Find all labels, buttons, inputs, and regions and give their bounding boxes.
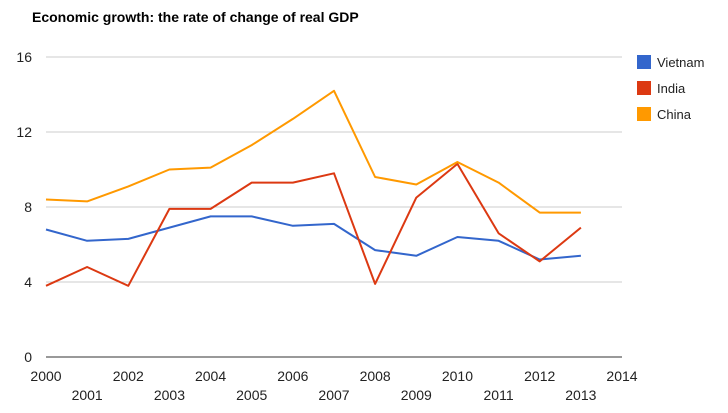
legend-label-india: India	[657, 80, 686, 96]
legend-item-vietnam[interactable]: Vietnam	[637, 54, 705, 70]
data-point-india[interactable]	[537, 258, 543, 264]
x-tick-label: 2010	[442, 368, 473, 384]
data-point-china[interactable]	[84, 198, 90, 204]
series-lines	[43, 88, 584, 289]
series-line-vietnam[interactable]	[45, 215, 581, 261]
x-tick-label: 2014	[606, 368, 637, 384]
data-point-china[interactable]	[578, 210, 584, 216]
data-point-vietnam[interactable]	[413, 253, 419, 259]
data-point-india[interactable]	[84, 264, 90, 270]
data-point-china[interactable]	[290, 116, 296, 122]
data-point-vietnam[interactable]	[496, 238, 502, 244]
data-point-china[interactable]	[125, 183, 131, 189]
x-tick-label: 2005	[236, 387, 267, 403]
legend-label-vietnam: Vietnam	[657, 54, 705, 70]
legend-item-china[interactable]: China	[637, 106, 704, 122]
data-point-vietnam[interactable]	[166, 225, 172, 231]
data-point-china[interactable]	[331, 88, 337, 94]
y-tick-label: 16	[16, 49, 32, 65]
data-point-vietnam[interactable]	[331, 221, 337, 227]
x-tick-label: 2000	[30, 368, 61, 384]
y-tick-label: 0	[24, 349, 32, 365]
data-point-vietnam[interactable]	[578, 253, 584, 259]
data-point-india[interactable]	[249, 180, 255, 186]
data-point-china[interactable]	[413, 182, 419, 188]
y-tick-label: 4	[24, 274, 32, 290]
legend-swatch-vietnam	[637, 55, 651, 69]
data-point-vietnam[interactable]	[454, 234, 460, 240]
x-tick-label: 2009	[401, 387, 432, 403]
x-tick-label: 2006	[277, 368, 308, 384]
data-point-china[interactable]	[43, 197, 49, 203]
x-tick-label: 2002	[113, 368, 144, 384]
data-point-india[interactable]	[290, 180, 296, 186]
data-point-india[interactable]	[372, 281, 378, 287]
data-point-vietnam[interactable]	[290, 223, 296, 229]
legend-swatch-china	[637, 107, 651, 121]
data-point-vietnam[interactable]	[208, 213, 214, 219]
data-point-vietnam[interactable]	[125, 236, 131, 242]
chart-title: Economic growth: the rate of change of r…	[32, 9, 359, 25]
data-point-india[interactable]	[208, 206, 214, 212]
data-point-china[interactable]	[537, 210, 543, 216]
x-tick-label: 2001	[72, 387, 103, 403]
x-tick-label: 2011	[484, 387, 514, 403]
gridlines	[46, 56, 622, 358]
data-point-india[interactable]	[43, 283, 49, 289]
data-point-china[interactable]	[166, 167, 172, 173]
x-tick-label: 2012	[524, 368, 555, 384]
data-point-india[interactable]	[578, 225, 584, 231]
x-tick-label: 2004	[195, 368, 226, 384]
data-point-china[interactable]	[454, 159, 460, 165]
data-point-india[interactable]	[413, 195, 419, 201]
data-point-india[interactable]	[331, 170, 337, 176]
y-tick-label: 12	[16, 124, 32, 140]
x-tick-label: 2008	[360, 368, 391, 384]
legend-item-india[interactable]: India	[637, 80, 704, 96]
legend-swatch-india	[637, 81, 651, 95]
x-tick-label: 2007	[318, 387, 349, 403]
legend: Vietnam India China	[637, 55, 704, 133]
series-line-china[interactable]	[45, 89, 581, 214]
data-point-vietnam[interactable]	[372, 247, 378, 253]
data-point-vietnam[interactable]	[249, 213, 255, 219]
data-point-vietnam[interactable]	[84, 238, 90, 244]
data-point-china[interactable]	[208, 165, 214, 171]
y-tick-label: 8	[24, 199, 32, 215]
data-point-india[interactable]	[496, 230, 502, 236]
legend-label-china: China	[657, 106, 691, 122]
data-point-india[interactable]	[125, 283, 131, 289]
data-point-india[interactable]	[166, 206, 172, 212]
data-point-china[interactable]	[249, 142, 255, 148]
x-axis-ticks: 2000 2001 2002 2003 2004 2005 2006 2007 2008 2009…	[30, 368, 637, 403]
data-point-china[interactable]	[496, 180, 502, 186]
x-tick-label: 2003	[154, 387, 185, 403]
data-point-vietnam[interactable]	[43, 227, 49, 233]
y-axis-ticks: 0 4 8 12 16	[16, 49, 32, 365]
series-line-india[interactable]	[45, 162, 582, 287]
x-tick-label: 2013	[565, 387, 596, 403]
data-point-china[interactable]	[372, 174, 378, 180]
